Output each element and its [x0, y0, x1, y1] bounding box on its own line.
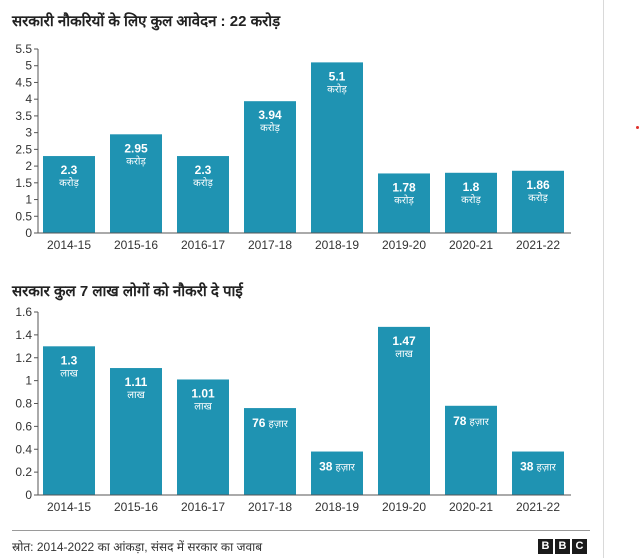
x-tick-label: 2020-21: [449, 500, 493, 514]
bar: [43, 346, 95, 495]
bar: [311, 451, 363, 495]
bar: [244, 408, 296, 495]
y-tick-label: 1.5: [15, 176, 32, 190]
bbc-logo-letter: B: [538, 539, 553, 554]
x-tick-label: 2015-16: [114, 238, 158, 252]
bar: [445, 172, 497, 233]
y-tick-label: 3.5: [15, 109, 32, 123]
bbc-logo: B B C: [538, 539, 587, 554]
data-label: 1.3: [61, 353, 78, 367]
x-tick-label: 2019-20: [382, 238, 426, 252]
y-tick-label: 0.8: [15, 397, 32, 411]
bar: [110, 134, 162, 233]
bbc-logo-letter: B: [555, 539, 570, 554]
y-tick-label: 1: [25, 374, 32, 388]
y-tick-label: 1: [25, 193, 32, 207]
data-label: 1.78: [392, 180, 416, 194]
data-unit-label: करोड़: [327, 83, 347, 95]
data-label: 2.3: [61, 163, 78, 177]
footer-divider: [12, 530, 590, 531]
y-tick-label: 0.6: [15, 419, 32, 433]
data-label: 76 हज़ार: [252, 416, 289, 430]
x-tick-label: 2017-18: [248, 238, 292, 252]
y-tick-label: 1.6: [15, 305, 32, 319]
bbc-logo-letter: C: [572, 539, 587, 554]
bar: [512, 451, 564, 495]
data-unit-label: करोड़: [126, 155, 146, 167]
x-tick-label: 2021-22: [516, 500, 560, 514]
bar: [177, 156, 229, 233]
y-tick-label: 0.4: [15, 442, 32, 456]
bar: [378, 173, 430, 233]
data-label: 38 हज़ार: [520, 460, 557, 474]
y-tick-label: 1.2: [15, 351, 32, 365]
y-tick-label: 0: [25, 226, 32, 240]
x-tick-label: 2014-15: [47, 500, 91, 514]
data-unit-label: करोड़: [528, 192, 548, 204]
applications-bar-chart: 00.511.522.533.544.555.52.3करोड़2014-152…: [15, 42, 571, 252]
x-tick-label: 2015-16: [114, 500, 158, 514]
x-tick-label: 2021-22: [516, 238, 560, 252]
bar: [512, 170, 564, 233]
x-tick-label: 2020-21: [449, 238, 493, 252]
bar: [177, 379, 229, 495]
data-unit-label: लाख: [395, 349, 413, 360]
y-tick-label: 5.5: [15, 42, 32, 56]
jobs-bar-chart: 00.20.40.60.811.21.41.61.3लाख2014-151.11…: [15, 305, 571, 514]
chart-title-applications: सरकारी नौकरियों के लिए कुल आवेदन : 22 कर…: [12, 13, 281, 30]
data-label: 3.94: [258, 108, 282, 122]
x-tick-label: 2016-17: [181, 238, 225, 252]
bar: [311, 62, 363, 233]
x-tick-label: 2018-19: [315, 238, 359, 252]
data-unit-label: लाख: [127, 390, 145, 401]
data-label: 5.1: [329, 69, 346, 83]
y-tick-label: 1.4: [15, 328, 32, 342]
y-tick-label: 0.2: [15, 465, 32, 479]
source-note: स्रोत: 2014-2022 का आंकड़ा, संसद में सरक…: [12, 540, 263, 554]
y-tick-label: 0: [25, 488, 32, 502]
y-tick-label: 4: [25, 92, 32, 106]
data-label: 1.86: [526, 178, 550, 192]
data-unit-label: लाख: [60, 368, 78, 379]
data-label: 1.01: [191, 386, 215, 400]
data-label: 1.11: [125, 375, 148, 389]
data-label: 2.3: [195, 163, 212, 177]
x-tick-label: 2016-17: [181, 500, 225, 514]
y-tick-label: 0.5: [15, 209, 32, 223]
data-unit-label: करोड़: [394, 194, 414, 206]
bar: [244, 101, 296, 233]
data-label: 1.8: [463, 180, 480, 194]
data-unit-label: करोड़: [59, 177, 79, 189]
y-tick-label: 3: [25, 126, 32, 140]
data-unit-label: करोड़: [461, 194, 481, 206]
data-label: 38 हज़ार: [319, 460, 356, 474]
y-tick-label: 2.5: [15, 142, 32, 156]
data-unit-label: करोड़: [193, 177, 213, 189]
bar: [445, 405, 497, 495]
chart-title-jobs: सरकार कुल 7 लाख लोगों को नौकरी दे पाई: [12, 283, 243, 300]
y-tick-label: 4.5: [15, 75, 32, 89]
bar: [110, 368, 162, 495]
data-label: 78 हज़ार: [453, 414, 490, 428]
data-unit-label: करोड़: [260, 122, 280, 134]
x-tick-label: 2019-20: [382, 500, 426, 514]
data-label: 1.47: [392, 334, 416, 348]
bar: [43, 156, 95, 233]
infographic-panel: सरकारी नौकरियों के लिए कुल आवेदन : 22 कर…: [12, 0, 604, 558]
x-tick-label: 2014-15: [47, 238, 91, 252]
data-unit-label: लाख: [194, 401, 212, 412]
y-tick-label: 5: [25, 59, 32, 73]
red-dot-marker: [636, 126, 639, 129]
x-tick-label: 2018-19: [315, 500, 359, 514]
x-tick-label: 2017-18: [248, 500, 292, 514]
bar: [378, 326, 430, 495]
data-label: 2.95: [124, 141, 148, 155]
y-tick-label: 2: [25, 159, 32, 173]
